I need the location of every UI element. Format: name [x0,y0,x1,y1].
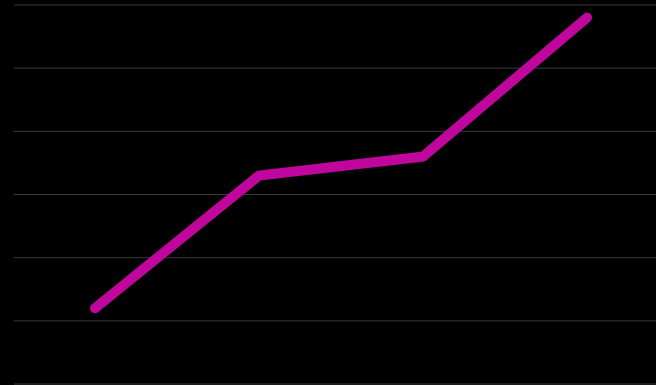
gridlines [14,4,656,385]
series-line-0 [90,12,592,314]
series-layer [90,12,592,314]
